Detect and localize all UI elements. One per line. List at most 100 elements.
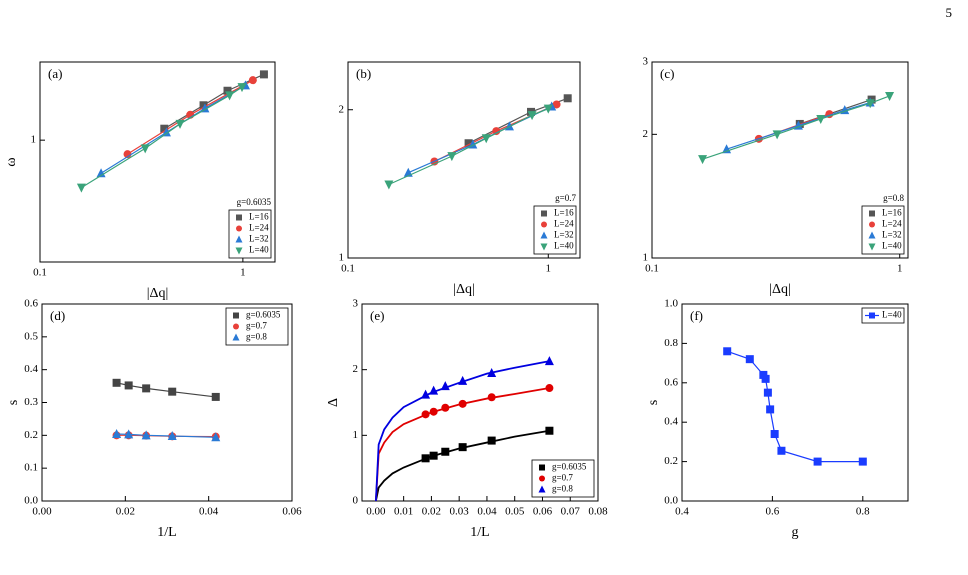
legend-marker bbox=[233, 312, 239, 319]
marker bbox=[487, 393, 496, 402]
marker bbox=[458, 443, 467, 452]
marker bbox=[777, 446, 786, 455]
y-tick-label: 3 bbox=[353, 298, 359, 310]
x-axis-label: 1/L bbox=[470, 525, 489, 540]
legend-box bbox=[861, 307, 905, 324]
x-tick-label: 0.1 bbox=[341, 263, 355, 275]
marker bbox=[167, 430, 177, 440]
y-tick-label: 0.3 bbox=[24, 396, 38, 408]
marker bbox=[237, 83, 247, 93]
marker bbox=[429, 407, 438, 416]
marker bbox=[545, 384, 554, 393]
marker bbox=[865, 99, 875, 109]
plot-frame bbox=[681, 303, 909, 502]
marker bbox=[421, 389, 431, 399]
x-tick-label: 0.04 bbox=[199, 506, 219, 518]
marker bbox=[161, 127, 171, 137]
marker bbox=[142, 384, 151, 393]
x-tick-label: 0.04 bbox=[477, 506, 497, 518]
legend-marker bbox=[541, 221, 547, 228]
marker bbox=[160, 124, 169, 133]
legend-label: L=24 bbox=[882, 219, 902, 229]
legend-label: g=0.6035 bbox=[552, 462, 587, 472]
x-tick-label: 0.00 bbox=[32, 506, 52, 518]
legend-label: L=16 bbox=[249, 212, 269, 222]
legend-label: L=40 bbox=[554, 241, 574, 251]
y-tick-label: 1 bbox=[31, 134, 37, 146]
y-tick-label: 1 bbox=[643, 252, 649, 264]
panel-label: (a) bbox=[48, 66, 62, 81]
marker bbox=[858, 457, 867, 466]
y-tick-label: 1.0 bbox=[664, 298, 678, 310]
legend-marker bbox=[236, 225, 242, 232]
x-tick-label: 1 bbox=[546, 263, 552, 275]
marker bbox=[421, 410, 430, 419]
plot-frame bbox=[347, 61, 581, 259]
legend-label: L=40 bbox=[249, 245, 269, 255]
series-line bbox=[702, 95, 890, 160]
legend-label: L=24 bbox=[249, 223, 269, 233]
legend-marker bbox=[539, 475, 545, 482]
plot-frame bbox=[39, 61, 276, 263]
x-tick-label: 0.06 bbox=[533, 506, 553, 518]
panel-label: (e) bbox=[370, 308, 384, 323]
marker bbox=[211, 392, 220, 401]
legend-label: g=0.8 bbox=[246, 332, 267, 342]
fit-curve bbox=[374, 360, 550, 502]
marker bbox=[723, 347, 732, 356]
marker bbox=[112, 378, 121, 387]
y-axis-label: s bbox=[6, 400, 21, 405]
marker bbox=[761, 374, 770, 383]
legend-marker bbox=[232, 333, 240, 341]
marker bbox=[770, 430, 779, 439]
marker bbox=[487, 367, 497, 377]
marker bbox=[447, 152, 457, 162]
legend-marker bbox=[868, 243, 876, 251]
legend-label: g=0.6035 bbox=[246, 310, 281, 320]
legend-label: L=40 bbox=[882, 241, 902, 251]
marker bbox=[464, 139, 473, 148]
legend-label: g=0.7 bbox=[246, 321, 267, 331]
marker bbox=[421, 454, 430, 463]
y-tick-label: 0 bbox=[353, 495, 359, 507]
legend-marker bbox=[869, 312, 875, 319]
y-tick-label: 2 bbox=[643, 128, 649, 140]
marker bbox=[745, 355, 754, 364]
fit-curve bbox=[374, 429, 550, 502]
y-tick-label: 0.8 bbox=[664, 337, 678, 349]
marker bbox=[441, 403, 450, 412]
x-axis-label: g bbox=[792, 525, 799, 540]
y-tick-label: 0.2 bbox=[24, 429, 38, 441]
marker bbox=[813, 457, 822, 466]
x-tick-label: 0.03 bbox=[450, 506, 470, 518]
marker bbox=[698, 155, 708, 165]
fit-curve bbox=[374, 387, 550, 502]
legend-label: L=40 bbox=[882, 310, 902, 320]
legend-marker bbox=[540, 231, 548, 239]
marker bbox=[766, 405, 775, 414]
series-line bbox=[727, 350, 863, 463]
x-axis-label: 1/L bbox=[157, 525, 176, 540]
marker bbox=[441, 447, 450, 456]
marker bbox=[384, 180, 394, 190]
plot-frame bbox=[361, 303, 599, 502]
marker bbox=[885, 91, 895, 101]
annotation: g=0.6035 bbox=[237, 197, 272, 207]
marker bbox=[545, 426, 554, 435]
y-tick-label: 0.1 bbox=[24, 462, 38, 474]
marker bbox=[543, 104, 553, 114]
x-tick-label: 1 bbox=[897, 263, 903, 275]
marker bbox=[429, 451, 438, 460]
series-line bbox=[81, 86, 243, 189]
x-tick-label: 0.07 bbox=[561, 506, 581, 518]
marker bbox=[458, 399, 467, 408]
annotation: g=0.7 bbox=[555, 193, 576, 203]
plot-frame bbox=[651, 61, 909, 259]
y-tick-label: 1 bbox=[353, 429, 359, 441]
legend-marker bbox=[541, 210, 547, 217]
marker bbox=[200, 103, 210, 113]
marker bbox=[124, 429, 134, 439]
marker bbox=[487, 436, 496, 445]
y-axis-label: ω bbox=[4, 157, 19, 166]
